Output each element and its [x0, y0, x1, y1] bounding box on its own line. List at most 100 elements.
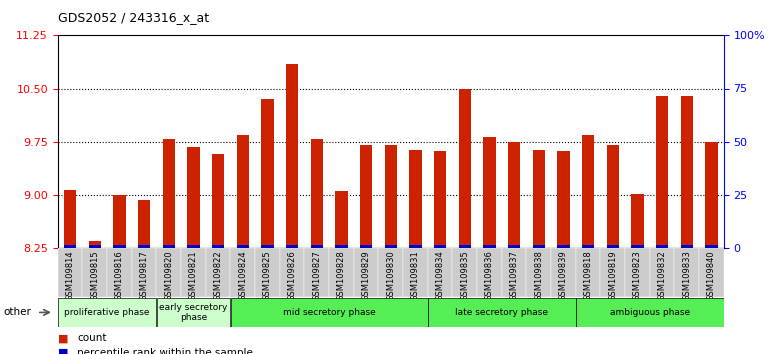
- Text: GDS2052 / 243316_x_at: GDS2052 / 243316_x_at: [58, 11, 209, 24]
- Text: GSM109822: GSM109822: [213, 250, 223, 301]
- Bar: [656, 245, 668, 248]
- Bar: [576, 298, 724, 327]
- Text: other: other: [4, 307, 32, 318]
- Bar: [384, 245, 397, 248]
- Bar: [453, 248, 477, 297]
- Bar: [502, 248, 527, 297]
- Text: mid secretory phase: mid secretory phase: [283, 308, 376, 317]
- Bar: [403, 248, 428, 297]
- Bar: [64, 190, 76, 248]
- Text: ■: ■: [58, 348, 69, 354]
- Text: GSM109834: GSM109834: [436, 250, 444, 301]
- Text: count: count: [77, 333, 106, 343]
- Bar: [625, 248, 650, 297]
- Bar: [557, 151, 570, 248]
- Bar: [681, 245, 693, 248]
- Text: proliferative phase: proliferative phase: [65, 308, 150, 317]
- Bar: [353, 248, 378, 297]
- Bar: [236, 245, 249, 248]
- Text: GSM109815: GSM109815: [90, 250, 99, 301]
- Text: ambiguous phase: ambiguous phase: [610, 308, 690, 317]
- Bar: [261, 245, 273, 248]
- Text: GSM109837: GSM109837: [510, 250, 519, 301]
- Bar: [206, 248, 230, 297]
- Bar: [255, 248, 280, 297]
- Bar: [650, 248, 675, 297]
- Bar: [89, 241, 101, 248]
- Bar: [360, 145, 372, 248]
- Text: percentile rank within the sample: percentile rank within the sample: [77, 348, 253, 354]
- Text: GSM109832: GSM109832: [658, 250, 667, 301]
- Text: GSM109824: GSM109824: [238, 250, 247, 301]
- Text: early secretory
phase: early secretory phase: [159, 303, 228, 322]
- Text: GSM109818: GSM109818: [584, 250, 593, 301]
- Bar: [533, 150, 545, 248]
- Bar: [551, 248, 576, 297]
- Text: GSM109817: GSM109817: [139, 250, 149, 301]
- Bar: [58, 298, 156, 327]
- Bar: [582, 245, 594, 248]
- Bar: [156, 248, 181, 297]
- Bar: [310, 139, 323, 248]
- Text: GSM109816: GSM109816: [115, 250, 124, 301]
- Bar: [280, 248, 304, 297]
- Bar: [286, 64, 298, 248]
- Bar: [181, 248, 206, 297]
- Bar: [484, 137, 496, 248]
- Text: GSM109820: GSM109820: [164, 250, 173, 301]
- Bar: [582, 135, 594, 248]
- Bar: [187, 245, 199, 248]
- Bar: [335, 191, 347, 248]
- Bar: [533, 245, 545, 248]
- Bar: [675, 248, 699, 297]
- Bar: [428, 248, 453, 297]
- Text: GSM109827: GSM109827: [313, 250, 321, 301]
- Bar: [601, 248, 625, 297]
- Bar: [410, 150, 422, 248]
- Bar: [508, 245, 521, 248]
- Bar: [434, 245, 447, 248]
- Text: GSM109830: GSM109830: [387, 250, 395, 301]
- Bar: [699, 248, 724, 297]
- Bar: [576, 248, 601, 297]
- Bar: [705, 142, 718, 248]
- Bar: [705, 245, 718, 248]
- Text: GSM109838: GSM109838: [534, 250, 544, 301]
- Bar: [527, 248, 551, 297]
- Bar: [236, 135, 249, 248]
- Bar: [459, 245, 471, 248]
- Bar: [384, 145, 397, 248]
- Bar: [162, 139, 175, 248]
- Text: GSM109836: GSM109836: [485, 250, 494, 301]
- Text: GSM109821: GSM109821: [189, 250, 198, 301]
- Bar: [459, 88, 471, 248]
- Bar: [557, 245, 570, 248]
- Bar: [138, 200, 150, 248]
- Bar: [64, 245, 76, 248]
- Bar: [378, 248, 403, 297]
- Text: GSM109814: GSM109814: [65, 250, 75, 301]
- Text: GSM109840: GSM109840: [707, 250, 716, 301]
- Text: GSM109828: GSM109828: [337, 250, 346, 301]
- Bar: [230, 248, 255, 297]
- Bar: [304, 248, 329, 297]
- Bar: [681, 96, 693, 248]
- Bar: [607, 245, 619, 248]
- Bar: [329, 248, 353, 297]
- Bar: [132, 248, 156, 297]
- Text: GSM109825: GSM109825: [263, 250, 272, 301]
- Text: GSM109823: GSM109823: [633, 250, 642, 301]
- Bar: [656, 96, 668, 248]
- Bar: [187, 147, 199, 248]
- Bar: [335, 245, 347, 248]
- Text: GSM109829: GSM109829: [362, 250, 370, 301]
- Bar: [156, 298, 230, 327]
- Bar: [212, 154, 224, 248]
- Bar: [231, 298, 427, 327]
- Bar: [410, 245, 422, 248]
- Bar: [631, 245, 644, 248]
- Bar: [360, 245, 372, 248]
- Text: GSM109819: GSM109819: [608, 250, 618, 301]
- Text: ■: ■: [58, 333, 69, 343]
- Bar: [631, 194, 644, 248]
